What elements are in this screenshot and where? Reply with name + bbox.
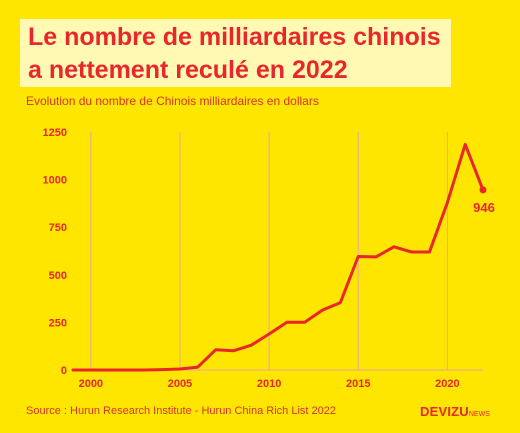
- y-tick-label-1000: 1000: [43, 175, 67, 187]
- chart-subtitle: Evolution du nombre de Chinois milliarda…: [26, 94, 319, 108]
- source-note: Source : Hurun Research Institute - Huru…: [26, 405, 336, 417]
- page-title-line1: Le nombre de milliardaires chinois: [28, 23, 441, 51]
- y-tick-label-0: 0: [61, 365, 67, 377]
- brand-name: DEVIZU: [420, 404, 469, 419]
- y-tick-label-250: 250: [49, 317, 67, 329]
- title-box: Le nombre de milliardaires chinois a net…: [20, 19, 451, 87]
- x-tick-label-2000: 2000: [79, 378, 103, 390]
- x-tick-label-2010: 2010: [257, 378, 281, 390]
- x-tick-label-2020: 2020: [435, 378, 459, 390]
- series-line: [71, 142, 485, 372]
- data-label-2022: 946: [473, 200, 495, 215]
- x-tick-label-2005: 2005: [168, 378, 192, 390]
- brand-suffix: NEWS: [468, 411, 490, 418]
- x-tick-label-2015: 2015: [346, 378, 370, 390]
- end-point-marker: [479, 186, 487, 194]
- y-tick-label-1250: 1250: [43, 127, 67, 139]
- y-tick-label-750: 750: [49, 222, 67, 234]
- page-title-line2: a nettement reculé en 2022: [28, 56, 348, 84]
- y-tick-label-500: 500: [49, 270, 67, 282]
- brand-logo: DEVIZUNEWS: [420, 404, 490, 419]
